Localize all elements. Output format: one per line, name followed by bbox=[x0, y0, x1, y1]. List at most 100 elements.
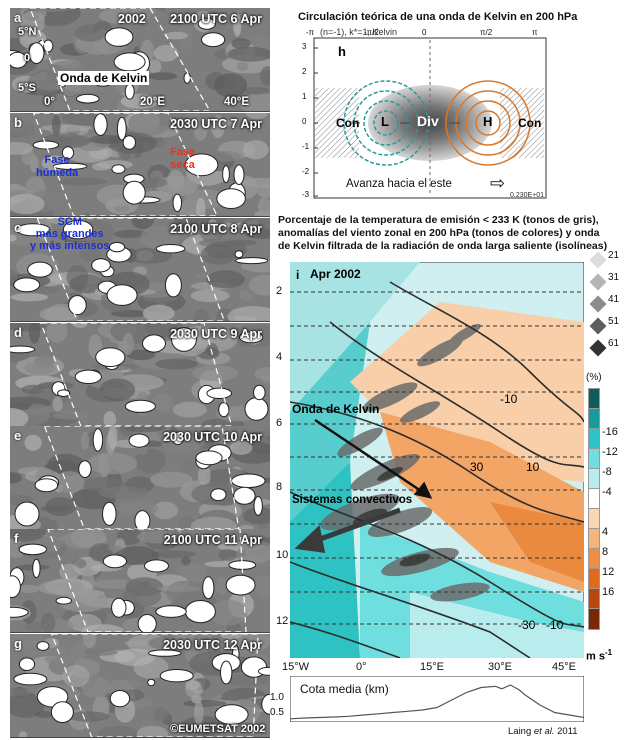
panel-letter: d bbox=[14, 325, 22, 340]
credit-suffix: 2011 bbox=[554, 726, 578, 737]
elevation-panel: Cota media (km) bbox=[289, 675, 585, 723]
year-label: 2002 bbox=[118, 12, 146, 26]
lon-tick: 30°E bbox=[488, 661, 512, 673]
panel-time: 2100 UTC 8 Apr bbox=[170, 222, 262, 236]
color-legend-label: -8 bbox=[602, 466, 612, 478]
color-legend-label: -4 bbox=[602, 486, 612, 498]
satellite-panel-f: f 2100 UTC 11 Apr bbox=[10, 529, 270, 633]
color-legend-label: 12 bbox=[602, 566, 615, 578]
panel-time: 2100 UTC 11 Apr bbox=[163, 533, 262, 547]
lat-label-5s: 5°S bbox=[18, 82, 36, 94]
lat-label-5n: 5°N bbox=[18, 26, 37, 38]
satellite-panel-c: c 2100 UTC 8 Apr bbox=[10, 218, 270, 322]
satellite-image bbox=[10, 529, 270, 632]
elev-tick-05: 0.5 bbox=[270, 707, 284, 718]
gray-legend-label: 41 bbox=[608, 294, 620, 305]
day-tick: 2 bbox=[276, 285, 283, 297]
theory-ytick: 3 bbox=[302, 42, 307, 51]
gray-legend-swatch bbox=[589, 273, 607, 291]
lon-tick: 45°E bbox=[552, 661, 576, 673]
label-high: H bbox=[483, 114, 493, 129]
hovmoller-plot bbox=[289, 261, 585, 659]
color-legend-label: 16 bbox=[602, 586, 615, 598]
theory-ytick: 2 bbox=[302, 67, 307, 76]
elevation-plot bbox=[289, 675, 585, 723]
color-legend-label: 4 bbox=[602, 526, 609, 538]
contour-label-4: -30 bbox=[518, 618, 536, 632]
unit-label: m s-1 bbox=[586, 648, 612, 663]
theory-xtick: -π bbox=[306, 28, 315, 37]
color-legend-swatch bbox=[588, 408, 600, 430]
color-legend-label: -16 bbox=[602, 426, 618, 438]
satellite-image bbox=[10, 218, 270, 321]
contour-label-2: 30 bbox=[470, 460, 484, 474]
lon-label-20e: 20°E bbox=[140, 96, 166, 108]
scm-label: SCM más grandes y más intensos bbox=[30, 216, 110, 252]
gray-legend-label: 31 bbox=[608, 272, 620, 283]
lon-label-0: 0° bbox=[44, 96, 55, 108]
panel-time: 2030 UTC 10 Apr bbox=[163, 430, 262, 444]
gray-legend-label: 51 bbox=[608, 316, 620, 327]
theory-ytick: -3 bbox=[302, 190, 310, 199]
theory-ytick: 0 bbox=[302, 117, 307, 126]
credit-etal: et al. bbox=[533, 726, 555, 737]
contour-label-1: -10 bbox=[500, 392, 518, 406]
color-legend-label: 8 bbox=[602, 546, 609, 558]
credit-prefix: Laing bbox=[508, 726, 534, 737]
satellite-panel-a: a 2100 UTC 6 Apr bbox=[10, 8, 270, 112]
credit: Laing et al. 2011 bbox=[508, 726, 578, 737]
panel-letter: g bbox=[14, 636, 22, 651]
pct-label: (%) bbox=[586, 372, 602, 383]
color-legend: (%) -16 -12 -8 -4 4 8 12 16 bbox=[586, 372, 630, 672]
label-con-left: Con bbox=[336, 116, 360, 130]
color-legend-swatch bbox=[588, 528, 600, 550]
unit-text: m s bbox=[586, 650, 605, 663]
lon-tick: 15°E bbox=[420, 661, 444, 673]
contour-label-5: -10 bbox=[546, 618, 564, 632]
gray-legend-label: 61 bbox=[608, 338, 620, 349]
label-div: Div bbox=[417, 113, 439, 129]
wet-phase-label: Fase húmeda bbox=[36, 154, 79, 179]
theory-stamp: 0.230E+01 bbox=[510, 192, 545, 199]
satellite-panel-d: d 2030 UTC 9 Apr bbox=[10, 323, 270, 427]
color-legend-swatch bbox=[588, 468, 600, 490]
color-legend-swatch bbox=[588, 448, 600, 470]
panel-time: 2030 UTC 7 Apr bbox=[170, 117, 262, 131]
color-legend-swatch bbox=[588, 568, 600, 590]
kelvin-wave-label: Onda de Kelvin bbox=[58, 71, 150, 85]
theory-ytick: -1 bbox=[302, 142, 310, 151]
theory-xtick: π bbox=[532, 28, 538, 37]
satellite-image bbox=[10, 113, 270, 216]
gray-legend-swatch bbox=[589, 251, 607, 269]
day-tick: 10 bbox=[276, 549, 289, 561]
gray-legend-swatch bbox=[589, 339, 607, 357]
dry-phase-label: Fase seca bbox=[170, 146, 196, 171]
hov-panel-letter: i bbox=[296, 268, 300, 282]
theory-panel-letter: h bbox=[338, 44, 346, 59]
panel-letter: f bbox=[14, 531, 19, 546]
color-legend-swatch bbox=[588, 388, 600, 410]
copyright: ©EUMETSAT 2002 bbox=[170, 723, 266, 735]
hov-panel-title: Apr 2002 bbox=[310, 267, 361, 281]
theory-subtitle: (n=-1), k*=1, Kelvin bbox=[320, 27, 398, 37]
elev-tick-1: 1.0 bbox=[270, 692, 284, 703]
color-legend-swatch bbox=[588, 508, 600, 530]
hov-kelvin-label: Onda de Kelvin bbox=[292, 402, 380, 416]
satellite-panel-b: b 2030 UTC 7 Apr bbox=[10, 113, 270, 217]
lon-label-40e: 40°E bbox=[224, 96, 250, 108]
panel-letter: c bbox=[14, 220, 22, 235]
theory-xtick: π/2 bbox=[480, 28, 493, 37]
theory-panel: h (n=-1), k*=1, Kelvin Con L Div H Con A… bbox=[300, 26, 562, 204]
panel-time: 2100 UTC 6 Apr bbox=[170, 12, 262, 26]
theory-ytick: -2 bbox=[302, 167, 310, 176]
lon-tick: 0° bbox=[356, 661, 367, 673]
lon-tick: 15°W bbox=[282, 661, 310, 673]
theory-title: Circulación teórica de una onda de Kelvi… bbox=[298, 11, 578, 23]
color-legend-swatch bbox=[588, 588, 600, 610]
theory-xtick: 0 bbox=[422, 28, 427, 37]
unit-sup: -1 bbox=[604, 648, 613, 657]
advance-label: Avanza hacia el este bbox=[346, 178, 452, 190]
color-legend-swatch bbox=[588, 428, 600, 450]
day-tick: 12 bbox=[276, 615, 289, 627]
panel-letter: e bbox=[14, 428, 22, 443]
